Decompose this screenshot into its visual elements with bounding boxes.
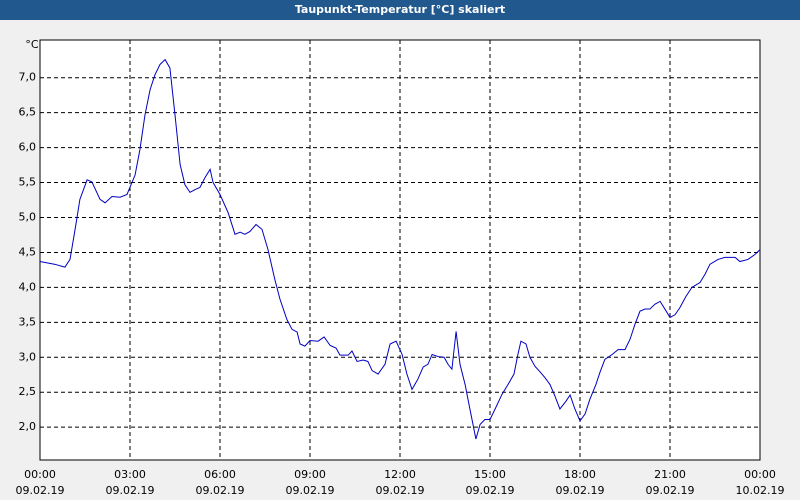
data-line xyxy=(39,58,761,440)
x-tick-date: 09.02.19 xyxy=(376,484,425,497)
chart-title: Taupunkt-Temperatur [°C] skaliert xyxy=(295,3,505,16)
x-tick-label: 18:00 xyxy=(564,468,596,481)
x-tick-date: 09.02.19 xyxy=(556,484,605,497)
y-tick-label: 7,0 xyxy=(19,71,37,84)
y-tick-label: 5,0 xyxy=(19,211,37,224)
x-tick-label: 03:00 xyxy=(114,468,146,481)
y-tick-label: 4,5 xyxy=(19,245,37,258)
x-tick-label: 00:00 xyxy=(744,468,776,481)
x-tick-date: 09.02.19 xyxy=(646,484,695,497)
x-tick-date: 09.02.19 xyxy=(286,484,335,497)
y-tick-label: 3,5 xyxy=(19,315,37,328)
x-tick-date: 09.02.19 xyxy=(466,484,515,497)
x-tick-date: 09.02.19 xyxy=(16,484,65,497)
y-tick-label: 3,0 xyxy=(19,350,37,363)
title-bar xyxy=(0,0,800,20)
y-tick-label: 2,0 xyxy=(19,420,37,433)
x-tick-date: 09.02.19 xyxy=(196,484,245,497)
x-tick-label: 09:00 xyxy=(294,468,326,481)
y-tick-label: 4,0 xyxy=(19,280,37,293)
x-tick-label: 00:00 xyxy=(24,468,56,481)
y-tick-label: 2,5 xyxy=(19,385,37,398)
x-tick-label: 06:00 xyxy=(204,468,236,481)
y-tick-label: 6,5 xyxy=(19,106,37,119)
x-tick-label: 15:00 xyxy=(474,468,506,481)
x-tick-date: 09.02.19 xyxy=(106,484,155,497)
x-tick-label: 21:00 xyxy=(654,468,686,481)
y-tick-label: 6,0 xyxy=(19,141,37,154)
y-tick-label: 5,5 xyxy=(19,176,37,189)
x-tick-date: 10.02.19 xyxy=(736,484,785,497)
y-axis-label: °C xyxy=(25,38,39,51)
x-tick-label: 12:00 xyxy=(384,468,416,481)
